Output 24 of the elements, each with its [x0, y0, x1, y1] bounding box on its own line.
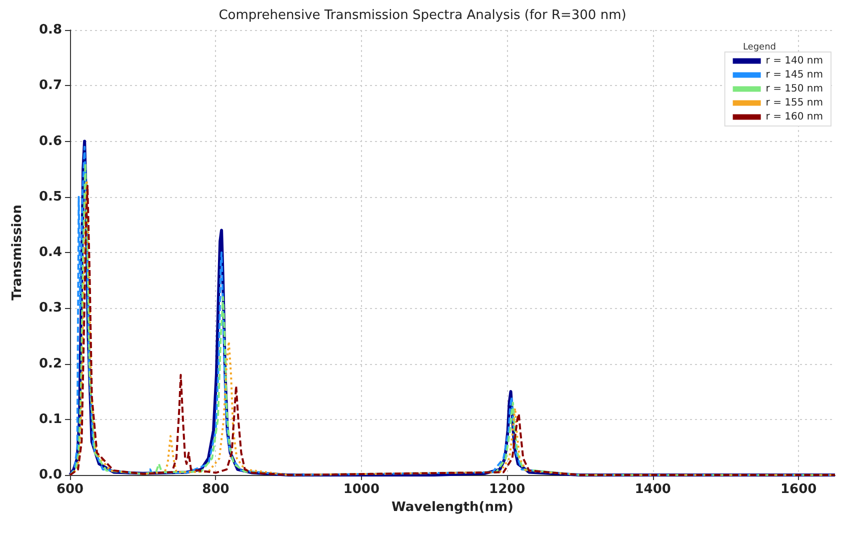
y-tick-label: 0.3 [38, 300, 62, 316]
y-tick-label: 0.4 [38, 245, 62, 260]
chart-title: Comprehensive Transmission Spectra Analysis (for R=300 nm) [218, 8, 626, 23]
legend-label: r = 155 nm [766, 98, 824, 108]
y-tick-label: 0.0 [38, 468, 62, 482]
x-axis-title: Wavelength(nm) [392, 500, 514, 515]
legend-label: r = 160 nm [766, 112, 824, 122]
x-tick-label: 1200 [489, 482, 526, 497]
x-tick-label: 1000 [343, 482, 380, 497]
y-axis-title: Transmission [10, 204, 25, 300]
x-tick-label: 800 [202, 482, 230, 497]
y-tick-label: 0.1 [38, 412, 62, 427]
legend-label: r = 150 nm [766, 84, 824, 94]
y-tick-label: 0.2 [38, 356, 62, 372]
legend-title: Legend [742, 42, 776, 52]
y-tick-label: 0.6 [38, 134, 62, 149]
y-tick-label: 0.7 [38, 78, 62, 94]
y-tick-label: 0.8 [38, 22, 62, 38]
legend-label: r = 145 nm [766, 70, 824, 80]
y-tick-label: 0.5 [38, 189, 62, 204]
legend-label: r = 140 nm [766, 56, 824, 66]
x-tick-label: 1600 [780, 482, 817, 497]
x-tick-label: 1400 [634, 482, 671, 497]
x-tick-label: 600 [56, 482, 84, 497]
